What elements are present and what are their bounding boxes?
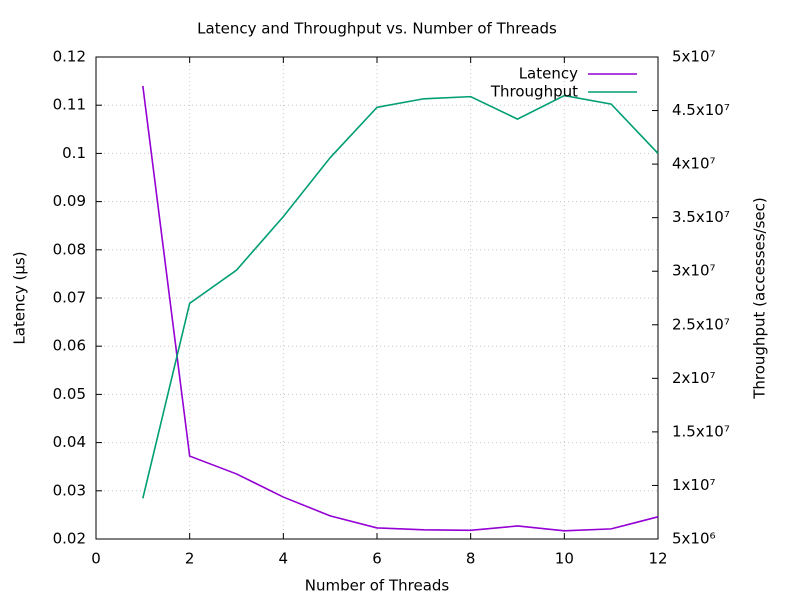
x-tick-label: 12 bbox=[648, 550, 667, 568]
y-axis-label: Latency (µs) bbox=[11, 251, 29, 344]
y2-tick-label: 3.5x10⁷ bbox=[672, 208, 730, 226]
y-tick-label: 0.11 bbox=[53, 96, 86, 114]
y-tick-label: 0.08 bbox=[53, 240, 86, 258]
y2-tick-label: 4.5x10⁷ bbox=[672, 101, 730, 119]
y2-tick-label: 2.5x10⁷ bbox=[672, 315, 730, 333]
x-tick-label: 4 bbox=[279, 550, 289, 568]
y2-tick-label: 4x10⁷ bbox=[672, 155, 716, 173]
y-tick-label: 0.05 bbox=[53, 385, 86, 403]
y2-tick-label: 5x10⁷ bbox=[672, 48, 716, 66]
y2-tick-label: 5x10⁶ bbox=[672, 530, 716, 548]
x-tick-label: 8 bbox=[466, 550, 476, 568]
y2-tick-label: 1x10⁷ bbox=[672, 476, 716, 494]
y-tick-label: 0.03 bbox=[53, 481, 86, 499]
y2-tick-label: 1.5x10⁷ bbox=[672, 422, 730, 440]
y-tick-label: 0.1 bbox=[62, 144, 86, 162]
series-line bbox=[142, 94, 659, 499]
y-tick-label: 0.02 bbox=[53, 530, 86, 548]
plot-frame bbox=[95, 56, 659, 540]
x-tick-label: 6 bbox=[372, 550, 382, 568]
x-tick-label: 10 bbox=[555, 550, 574, 568]
series-line bbox=[142, 85, 659, 532]
legend-label: Throughput bbox=[490, 83, 578, 101]
y-tick-label: 0.04 bbox=[53, 433, 86, 451]
y-tick-label: 0.07 bbox=[53, 289, 86, 307]
x-tick-label: 0 bbox=[91, 550, 101, 568]
y2-tick-label: 2x10⁷ bbox=[672, 369, 716, 387]
legend-label: Latency bbox=[519, 65, 578, 83]
chart-title: Latency and Throughput vs. Number of Thr… bbox=[197, 20, 557, 38]
x-axis-label: Number of Threads bbox=[305, 577, 450, 595]
y-tick-label: 0.09 bbox=[53, 192, 86, 210]
y2-axis-label: Throughput (accesses/sec) bbox=[751, 197, 769, 400]
y-tick-label: 0.12 bbox=[53, 48, 86, 66]
y-tick-label: 0.06 bbox=[53, 337, 86, 355]
y2-tick-label: 3x10⁷ bbox=[672, 262, 716, 280]
x-tick-label: 2 bbox=[185, 550, 195, 568]
